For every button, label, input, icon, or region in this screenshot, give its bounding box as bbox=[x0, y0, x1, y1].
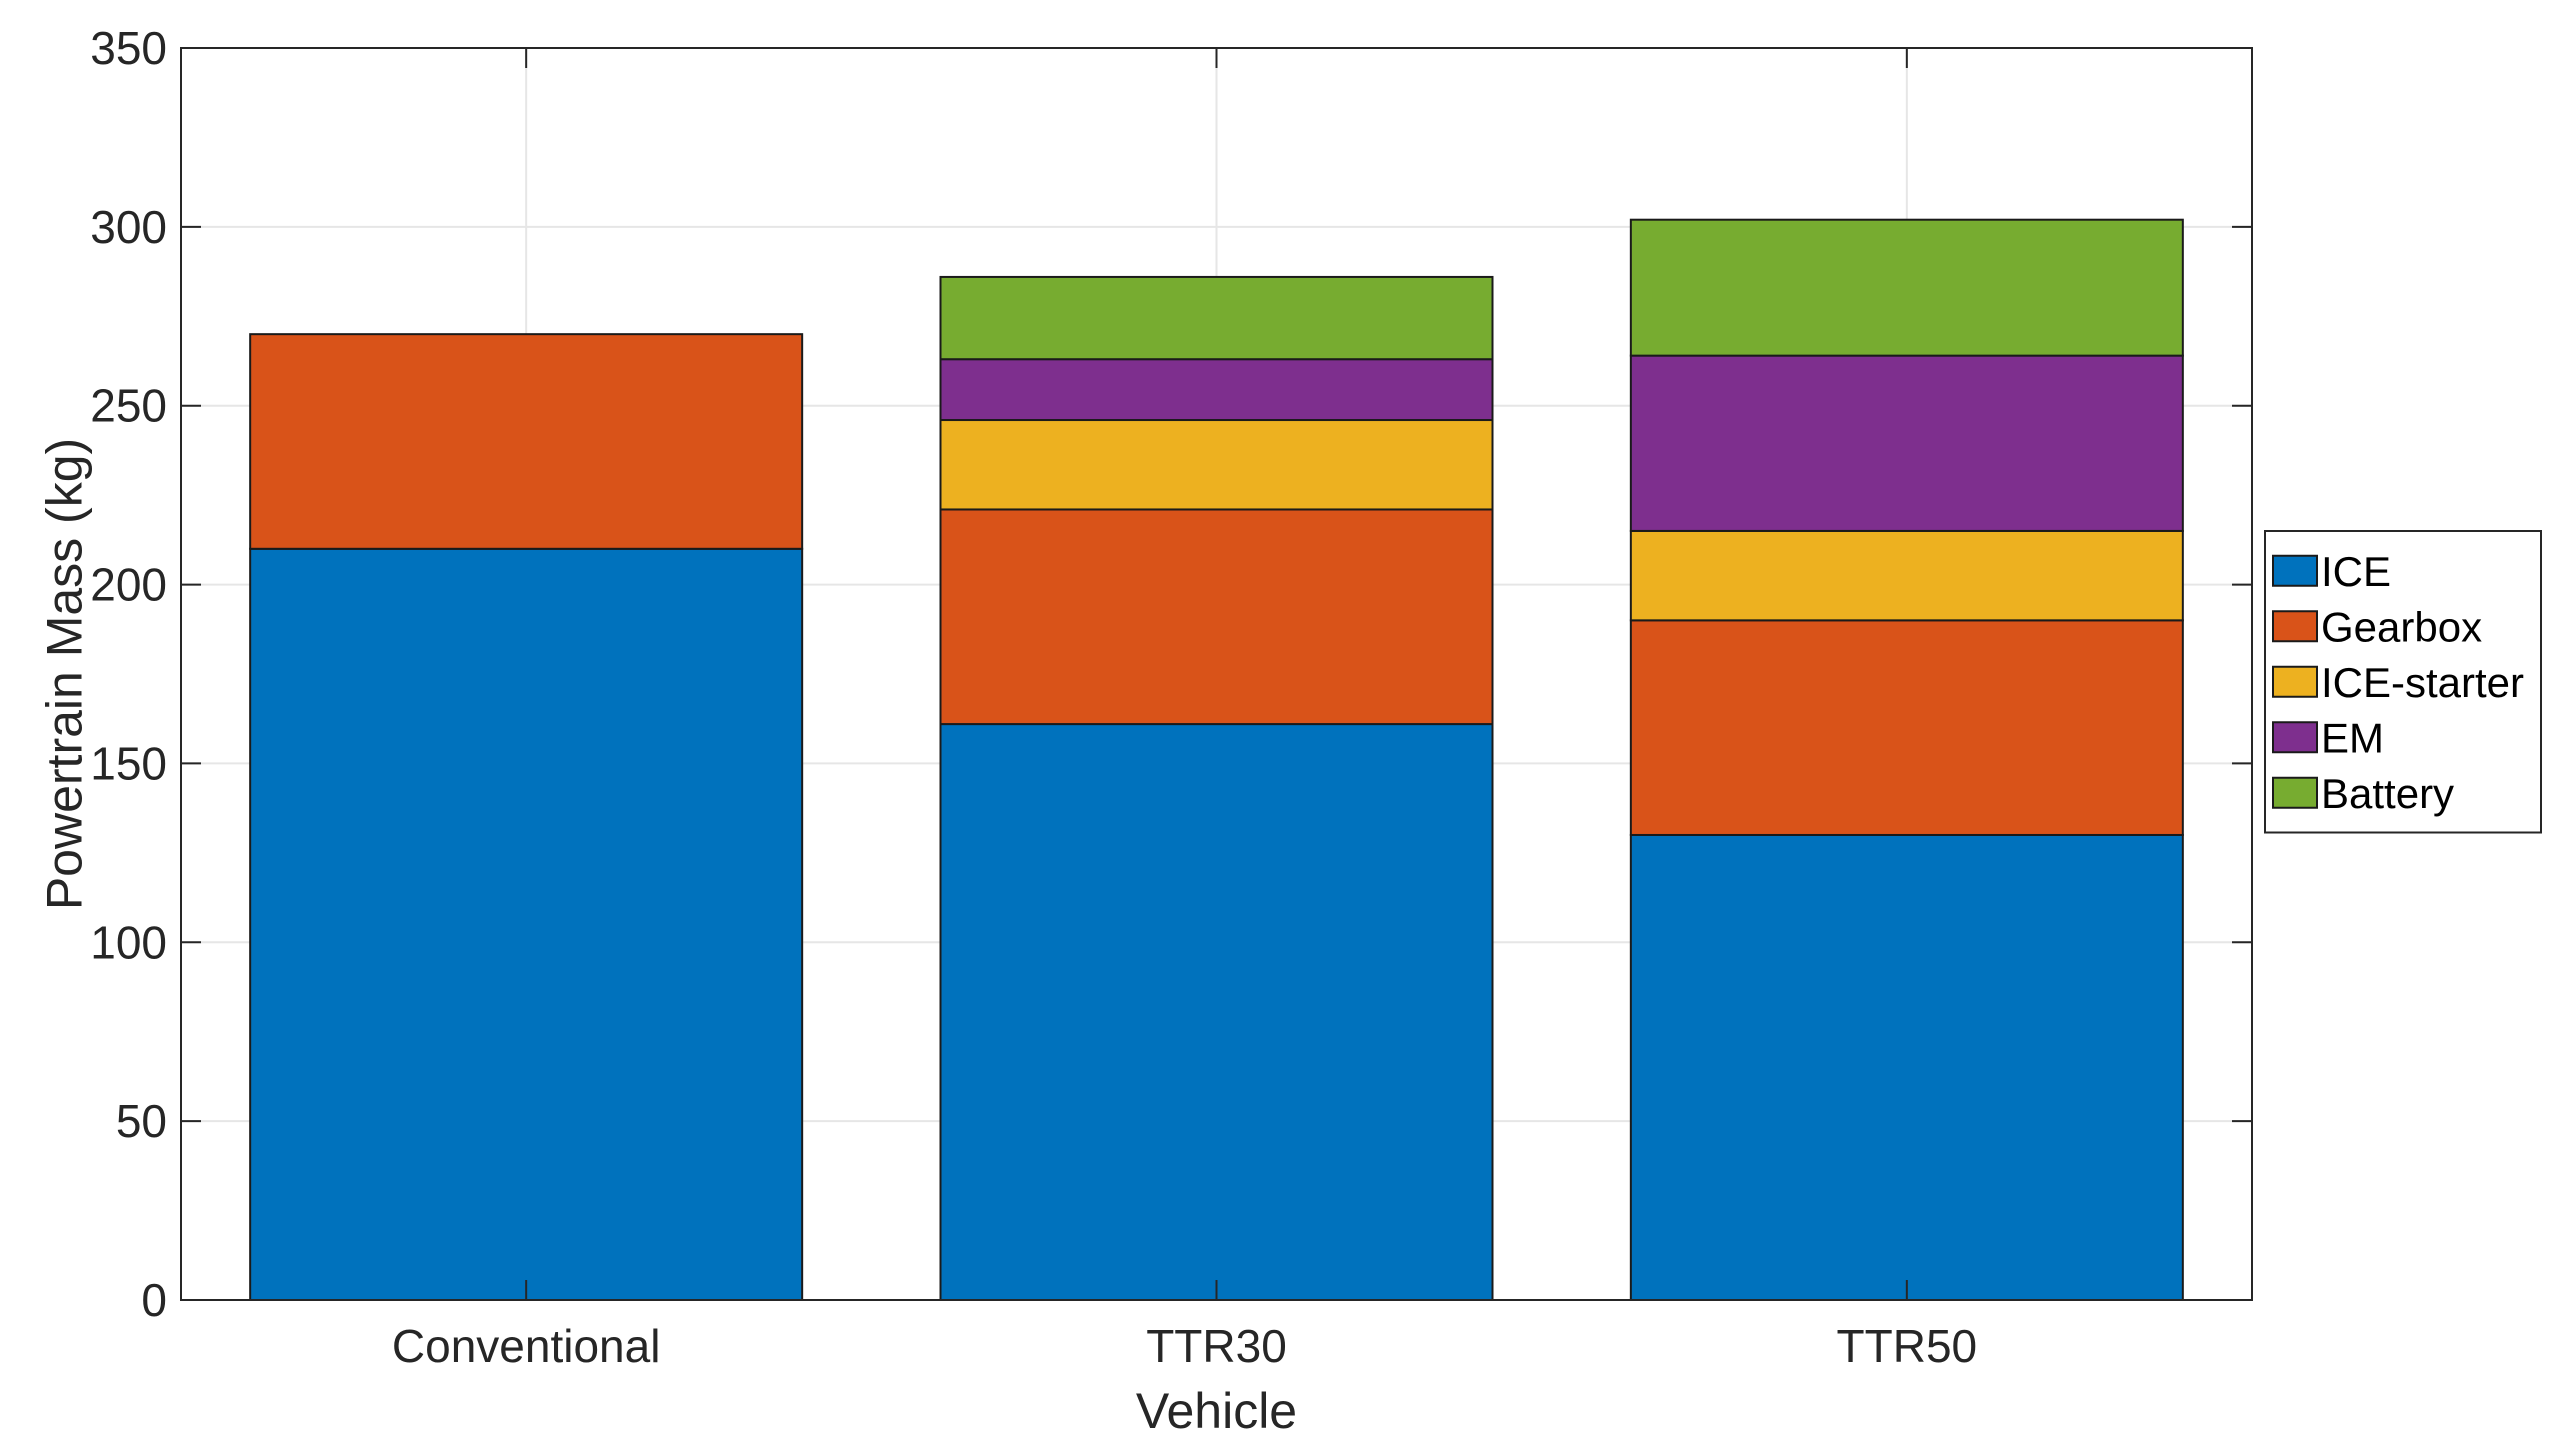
y-tick-label: 200 bbox=[90, 559, 167, 611]
legend-swatch-battery bbox=[2272, 776, 2318, 809]
y-axis-title: Powertrain Mass (kg) bbox=[37, 438, 93, 910]
x-tick-label: TTR50 bbox=[1837, 1320, 1978, 1372]
bar-segment-ice-conventional bbox=[249, 547, 804, 1301]
bar-segment-em-ttr50 bbox=[1629, 354, 2184, 532]
legend-label-ice: ICE bbox=[2321, 548, 2391, 595]
y-tick-label: 150 bbox=[90, 737, 167, 789]
legend-label-em: EM bbox=[2321, 714, 2384, 761]
bar-segment-em-ttr30 bbox=[939, 358, 1494, 422]
y-tick-label: 300 bbox=[90, 201, 167, 253]
bar-segment-gearbox-conventional bbox=[249, 333, 804, 550]
axes bbox=[180, 47, 2253, 1301]
bar-segment-battery-ttr30 bbox=[939, 275, 1494, 361]
y-tick-label: 350 bbox=[90, 22, 167, 74]
bar-segment-ice-starter-ttr30 bbox=[939, 419, 1494, 511]
y-tick-label: 0 bbox=[141, 1274, 167, 1326]
bar-segment-ice-starter-ttr50 bbox=[1629, 529, 2184, 622]
legend-swatch-em bbox=[2272, 721, 2318, 754]
x-axis-title: Vehicle bbox=[1136, 1383, 1297, 1439]
legend-label-battery: Battery bbox=[2321, 770, 2454, 817]
x-tick-label: Conventional bbox=[392, 1320, 661, 1372]
y-tick-label: 250 bbox=[90, 380, 167, 432]
bar-segment-ice-ttr30 bbox=[939, 723, 1494, 1301]
bar-segments bbox=[249, 218, 2184, 1301]
bar-segment-gearbox-ttr50 bbox=[1629, 619, 2184, 836]
bar-segment-battery-ttr50 bbox=[1629, 218, 2184, 357]
y-tick-labels: 0 50 100 150 200 250 300 350 bbox=[90, 22, 167, 1326]
y-tick-label: 50 bbox=[116, 1095, 167, 1147]
legend-label-ice-starter: ICE-starter bbox=[2321, 659, 2524, 706]
bar-segment-gearbox-ttr30 bbox=[939, 508, 1494, 726]
legend-label-gearbox: Gearbox bbox=[2321, 603, 2482, 650]
bar-segment-ice-ttr50 bbox=[1629, 833, 2184, 1301]
x-tick-labels: Conventional TTR30 TTR50 bbox=[392, 1320, 1977, 1372]
y-tick-label: 100 bbox=[90, 916, 167, 968]
legend-swatch-gearbox bbox=[2272, 610, 2318, 643]
legend-swatch-ice-starter bbox=[2272, 665, 2318, 698]
x-tick-label: TTR30 bbox=[1146, 1320, 1287, 1372]
legend: ICE Gearbox ICE-starter EM Battery bbox=[2264, 530, 2542, 834]
legend-swatch-ice bbox=[2272, 554, 2318, 587]
